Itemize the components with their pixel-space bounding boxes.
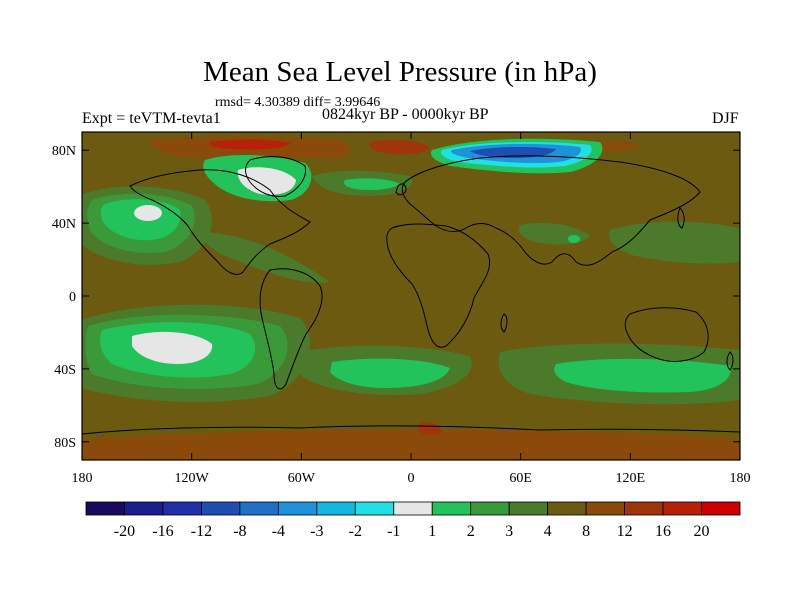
colorbar-swatch bbox=[585, 501, 625, 516]
lon-tick-label: 120W bbox=[175, 471, 210, 486]
colorbar-label: -12 bbox=[191, 523, 212, 540]
map-area bbox=[82, 132, 740, 460]
colorbar-label: 3 bbox=[505, 523, 513, 540]
colorbar-label: 2 bbox=[467, 523, 475, 540]
lon-tick-label: 60W bbox=[288, 471, 316, 486]
south-america-coast bbox=[259, 268, 323, 390]
colorbar-swatch bbox=[201, 501, 241, 516]
colorbar-swatch bbox=[239, 501, 279, 516]
west-pacific-anomaly bbox=[609, 221, 740, 264]
lon-tick-label: 180 bbox=[72, 471, 93, 486]
colorbar-swatch bbox=[316, 501, 356, 516]
north-america-coast bbox=[129, 169, 311, 275]
greenland-low-core bbox=[237, 167, 296, 195]
colorbar-label: 4 bbox=[544, 523, 552, 540]
colorbar-swatch bbox=[624, 501, 664, 516]
lat-tick-label: 80S bbox=[54, 436, 76, 451]
antarctic-anomaly bbox=[82, 430, 740, 460]
madagascar-coast bbox=[500, 313, 508, 333]
colorbar-swatch bbox=[354, 501, 395, 516]
central-asia-core bbox=[568, 235, 580, 243]
colorbar-label: 12 bbox=[617, 523, 633, 540]
colorbar-swatch bbox=[662, 501, 702, 516]
lat-tick-label: 40S bbox=[54, 363, 76, 378]
siberian-low-deep bbox=[470, 146, 556, 158]
colorbar-label: 8 bbox=[582, 523, 590, 540]
south-indian-core bbox=[554, 358, 731, 393]
colorbar-swatch bbox=[124, 501, 164, 516]
colorbar-swatch bbox=[162, 501, 202, 516]
map-title: Mean Sea Level Pressure (in hPa) bbox=[203, 56, 597, 88]
barents-high-anomaly bbox=[369, 140, 430, 155]
subtropical-atlantic-band bbox=[203, 232, 330, 283]
new-zealand-coast bbox=[726, 351, 734, 371]
coastlines bbox=[82, 155, 740, 435]
colorbar-label: -4 bbox=[272, 523, 285, 540]
rmsd-diff-stats: rmsd= 4.30389 diff= 3.99646 bbox=[215, 95, 381, 110]
colorbar-swatch bbox=[470, 501, 510, 516]
colorbar-label: -20 bbox=[114, 523, 135, 540]
colorbar: -20 -16 -12 -8 -4 -3 -2 -1 1 2 3 4 8 12 16 20 bbox=[85, 501, 741, 540]
australia-coast bbox=[624, 307, 709, 362]
season-label: DJF bbox=[712, 110, 739, 127]
colorbar-swatch bbox=[701, 501, 741, 516]
colorbar-label: -3 bbox=[310, 523, 323, 540]
lat-tick-label: 40N bbox=[52, 217, 76, 232]
lon-tick-label: 180 bbox=[730, 471, 751, 486]
colorbar-swatch bbox=[547, 501, 587, 516]
north-atlantic-core bbox=[344, 178, 400, 190]
antarctica-coast bbox=[82, 425, 740, 435]
colorbar-swatch bbox=[277, 501, 318, 516]
colorbar-label: 1 bbox=[428, 523, 436, 540]
eurasia-coast bbox=[401, 155, 701, 266]
greenland-coast bbox=[245, 156, 307, 197]
lon-tick-label: 0 bbox=[408, 471, 415, 486]
lat-tick-label: 80N bbox=[52, 144, 76, 159]
lat-tick-label: 0 bbox=[69, 290, 76, 305]
period-label: 0824kyr BP - 0000kyr BP bbox=[322, 106, 489, 123]
colorbar-label: -1 bbox=[387, 523, 400, 540]
south-pacific-core bbox=[132, 331, 213, 364]
colorbar-swatch bbox=[85, 501, 125, 516]
colorbar-label: -8 bbox=[233, 523, 246, 540]
japan-coast bbox=[677, 207, 685, 229]
experiment-label: Expt = teVTM-tevta1 bbox=[82, 110, 221, 127]
antarctic-high-spot bbox=[418, 422, 442, 435]
map-background bbox=[82, 132, 740, 460]
arctic-high-core bbox=[209, 139, 290, 150]
colorbar-swatch bbox=[393, 501, 433, 516]
axis-ticks: 180 120W 60W 0 60E 120E 180 80N 40N 0 40S 80S bbox=[52, 132, 751, 486]
colorbar-swatch bbox=[431, 501, 472, 516]
lon-tick-label: 60E bbox=[509, 471, 532, 486]
africa-coast bbox=[386, 223, 490, 348]
pressure-anomaly-fields bbox=[82, 136, 740, 460]
lon-tick-label: 120E bbox=[616, 471, 646, 486]
colorbar-label: -16 bbox=[152, 523, 173, 540]
colorbar-label: 16 bbox=[655, 523, 671, 540]
colorbar-label: -2 bbox=[349, 523, 362, 540]
colorbar-label: 20 bbox=[694, 523, 710, 540]
uk-coast bbox=[395, 183, 407, 196]
colorbar-swatch bbox=[508, 501, 549, 516]
south-atlantic-core bbox=[330, 358, 450, 388]
north-pacific-core bbox=[134, 205, 162, 221]
